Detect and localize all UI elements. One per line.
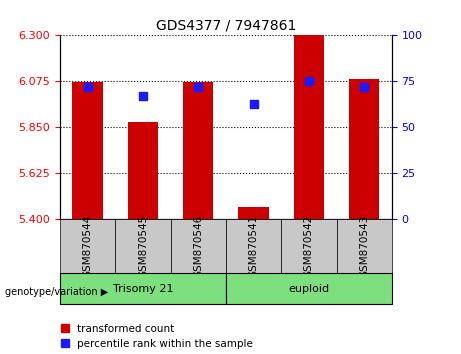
Title: GDS4377 / 7947861: GDS4377 / 7947861 <box>156 19 296 33</box>
Text: genotype/variation ▶: genotype/variation ▶ <box>5 287 108 297</box>
Text: GSM870546: GSM870546 <box>193 215 203 278</box>
Bar <box>60 219 115 273</box>
Point <box>361 84 368 90</box>
Point <box>195 84 202 90</box>
Bar <box>60 273 226 304</box>
Text: GSM870542: GSM870542 <box>304 215 314 278</box>
Text: GSM870545: GSM870545 <box>138 215 148 278</box>
Bar <box>226 219 281 273</box>
Point <box>305 79 313 84</box>
Point <box>250 101 257 106</box>
Bar <box>128 122 158 219</box>
Text: Trisomy 21: Trisomy 21 <box>112 284 173 293</box>
Bar <box>171 219 226 273</box>
Bar <box>281 219 337 273</box>
Text: GSM870543: GSM870543 <box>359 215 369 278</box>
Bar <box>294 35 324 219</box>
Bar <box>349 79 379 219</box>
Bar <box>238 207 269 219</box>
Bar <box>226 273 392 304</box>
Legend: transformed count, percentile rank within the sample: transformed count, percentile rank withi… <box>60 324 253 349</box>
Bar <box>337 219 392 273</box>
Point <box>84 84 91 90</box>
Point <box>139 93 147 99</box>
Bar <box>72 82 103 219</box>
Bar <box>183 82 213 219</box>
Text: GSM870544: GSM870544 <box>83 215 93 278</box>
Bar <box>115 219 171 273</box>
Text: GSM870541: GSM870541 <box>248 215 259 278</box>
Text: euploid: euploid <box>288 284 330 293</box>
